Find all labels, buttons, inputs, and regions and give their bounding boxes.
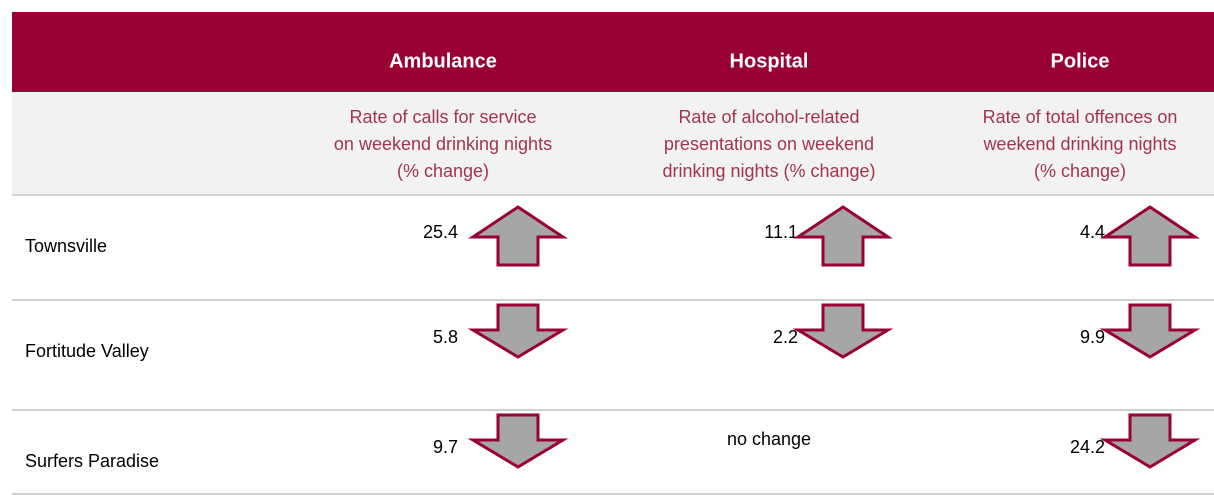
column-subtitle: Rate of alcohol-related xyxy=(678,107,859,127)
arrow-up xyxy=(468,205,568,267)
subheader-band xyxy=(12,92,1214,195)
row-label: Townsville xyxy=(25,236,107,256)
arrow-down xyxy=(1099,413,1201,469)
arrow-down xyxy=(792,303,894,359)
cell-value: 25.4 xyxy=(423,222,458,242)
column-title: Police xyxy=(1051,50,1110,72)
column-subtitle: Rate of total offences on xyxy=(983,107,1178,127)
column-subtitle: (% change) xyxy=(397,161,489,181)
cell-value: 11.1 xyxy=(764,222,798,242)
column-subtitle: Rate of calls for service xyxy=(349,107,536,127)
row-label: Surfers Paradise xyxy=(25,451,159,471)
cell-value: 24.2 xyxy=(1070,437,1105,457)
row-label: Fortitude Valley xyxy=(25,341,149,361)
column-subtitle: presentations on weekend xyxy=(664,134,874,154)
cell-value: 5.8 xyxy=(433,327,458,347)
arrow-down xyxy=(1099,303,1201,359)
cell-value: 2.2 xyxy=(773,327,798,347)
cell-value: 4.4 xyxy=(1080,222,1105,242)
column-subtitle: (% change) xyxy=(1034,161,1126,181)
arrow-up xyxy=(793,205,893,267)
column-title: Ambulance xyxy=(389,50,497,72)
column-title: Hospital xyxy=(730,50,809,72)
arrow-down xyxy=(467,413,569,469)
cell-value: no change xyxy=(727,429,811,449)
column-subtitle: weekend drinking nights xyxy=(982,134,1176,154)
column-subtitle: drinking nights (% change) xyxy=(662,161,875,181)
arrow-up xyxy=(1100,205,1200,267)
cell-value: 9.7 xyxy=(433,437,458,457)
column-subtitle: on weekend drinking nights xyxy=(334,134,552,154)
arrow-down xyxy=(467,303,569,359)
cell-value: 9.9 xyxy=(1080,327,1105,347)
header-band xyxy=(12,12,1214,92)
